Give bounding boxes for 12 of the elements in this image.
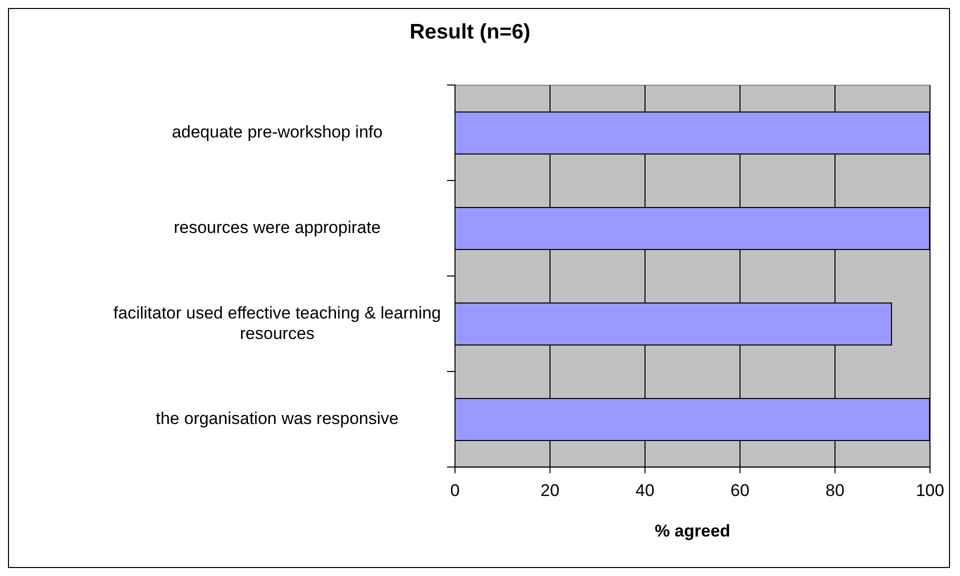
y-tick-label: adequate pre-workshop info: [172, 122, 383, 142]
x-tick-label: 60: [730, 481, 750, 500]
y-tick-label: resources were appropirate: [174, 218, 381, 238]
y-tick-label: facilitator used effective teaching & learning resources: [113, 303, 441, 343]
x-tick-label: 0: [450, 481, 460, 500]
chart-title: Result (n=6): [410, 20, 530, 44]
x-tick-label: 80: [826, 481, 844, 500]
x-tick-label: 100: [916, 481, 944, 500]
x-axis-title: % agreed: [654, 521, 730, 540]
x-tick-label: 20: [540, 481, 560, 500]
x-tick-label: 40: [636, 481, 654, 500]
y-tick-label: the organisation was responsive: [156, 409, 399, 428]
